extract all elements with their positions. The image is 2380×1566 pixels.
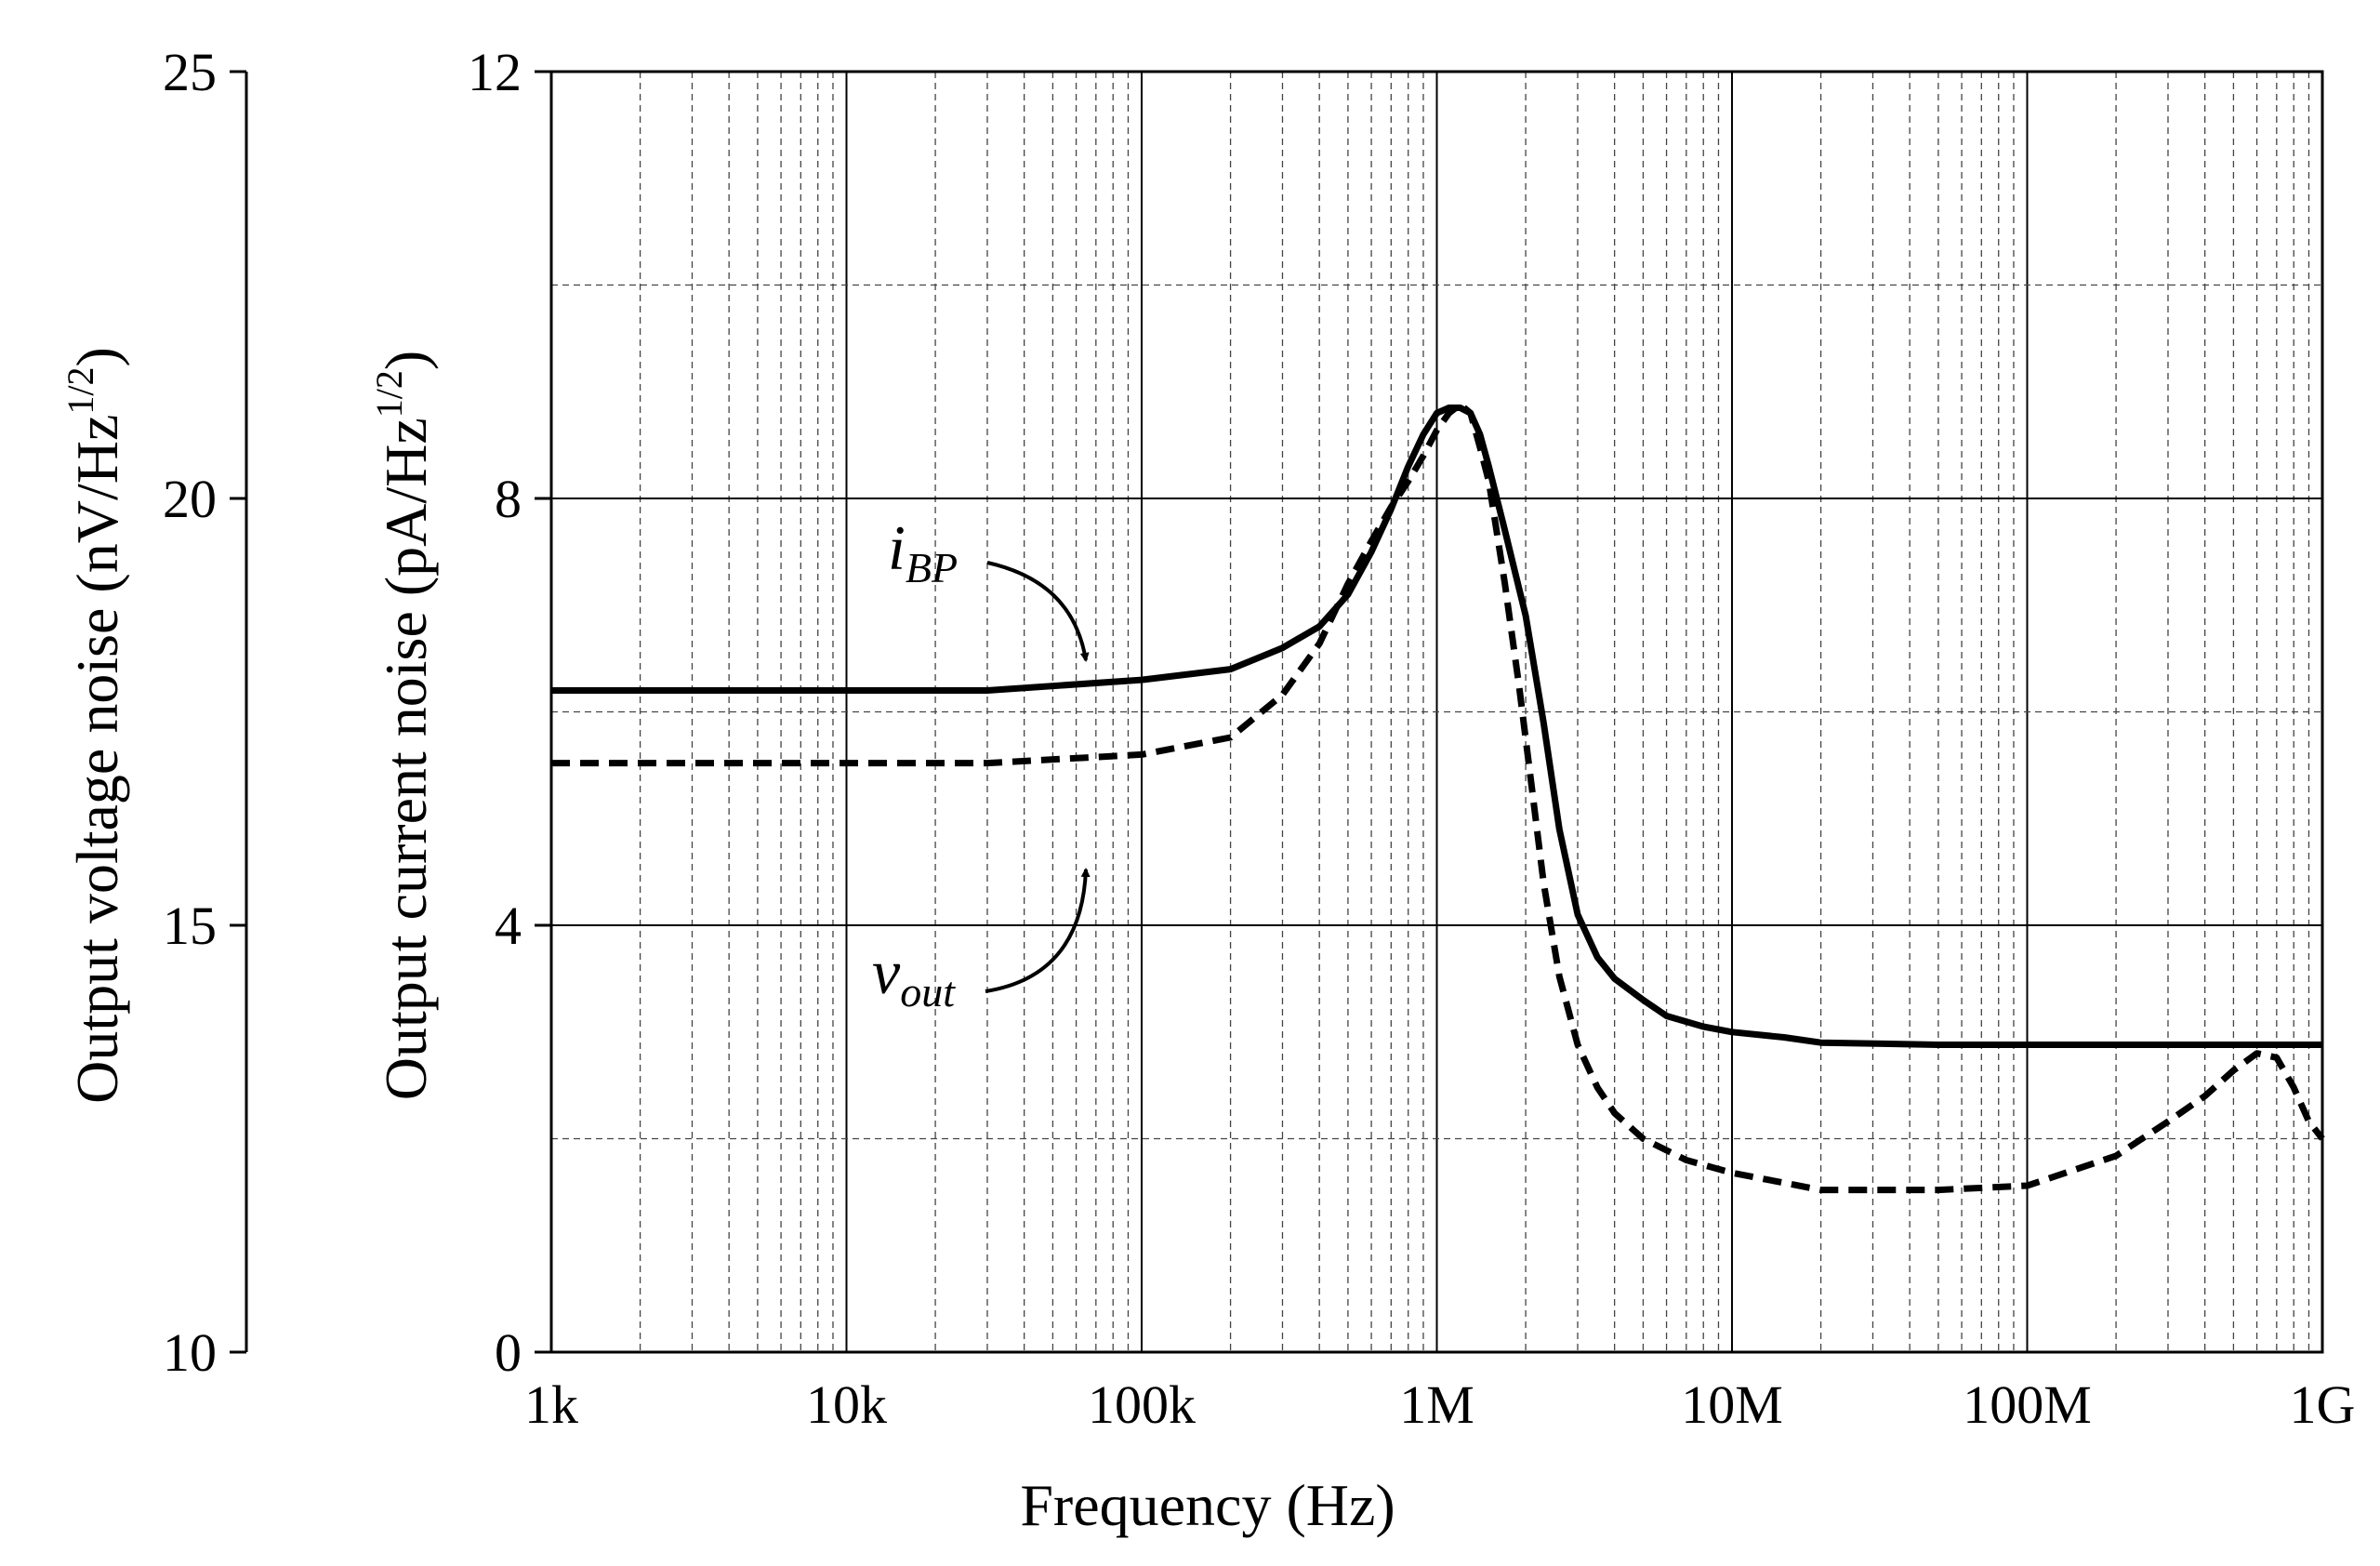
- x-tick-label: 10k: [806, 1374, 887, 1435]
- grid: [550, 71, 2323, 1353]
- current-axis-tick-label: 8: [495, 469, 522, 529]
- right-axis-title: Output current noise (pA/Hz1/2): [368, 351, 439, 1100]
- plot-frame: [549, 70, 2324, 1354]
- left-axis-tick-label: 10: [163, 1322, 217, 1383]
- series-layer: [551, 401, 2325, 1194]
- left-axis-tick-label: 15: [163, 896, 217, 956]
- annotation-ibp-sub: BP: [906, 544, 958, 591]
- current-axis-tick-label: 0: [495, 1322, 522, 1383]
- left-axis-title-close: ): [64, 347, 130, 366]
- annotation-ibp-arrow: [986, 561, 1090, 662]
- current-axis-tick-label: 4: [495, 896, 522, 956]
- left-axis-title-exponent: 1/2: [60, 367, 101, 415]
- left-axis-title: Output voltage noise (nV/Hz1/2): [60, 347, 130, 1104]
- left-axis-tick-label: 20: [163, 469, 217, 529]
- annotation-vout-sub: out: [900, 968, 956, 1015]
- x-axis: 1k 10k 100k 1M 10M 100M 1G: [524, 1374, 2355, 1435]
- annotation-ibp: iBP: [888, 512, 1090, 662]
- x-tick-label: 1G: [2290, 1374, 2356, 1435]
- annotation-vout-arrow: [985, 868, 1091, 993]
- annotation-vout-label: vout: [872, 936, 956, 1015]
- x-axis-title: Frequency (Hz): [1020, 1472, 1395, 1538]
- current-axis-tick-label: 12: [468, 42, 522, 102]
- x-tick-label: 1M: [1399, 1374, 1474, 1435]
- x-tick-label: 100k: [1088, 1374, 1196, 1435]
- annotation-ibp-label: iBP: [888, 512, 958, 591]
- right-axis-title-text: Output current noise (pA/Hz: [373, 418, 439, 1100]
- series-ibp-line: [551, 405, 2322, 1048]
- left-axis: 10 15 20 25: [163, 42, 248, 1383]
- x-tick-label: 1k: [524, 1374, 578, 1435]
- left-axis-tick-label: 25: [163, 42, 217, 102]
- right-axis-title-exponent: 1/2: [368, 370, 410, 418]
- x-tick-label: 100M: [1963, 1374, 2092, 1435]
- left-axis-title-text: Output voltage noise (nV/Hz: [64, 415, 130, 1104]
- right-axis-title-close: ): [373, 351, 439, 370]
- annotation-vout: vout: [872, 868, 1091, 1015]
- current-axis: 0 4 8 12: [468, 42, 551, 1383]
- series-vout-line: [551, 401, 2325, 1194]
- annotation-ibp-main: i: [888, 512, 906, 583]
- annotation-vout-main: v: [872, 936, 901, 1007]
- plot-border: [549, 70, 2324, 1354]
- x-tick-label: 10M: [1681, 1374, 1783, 1435]
